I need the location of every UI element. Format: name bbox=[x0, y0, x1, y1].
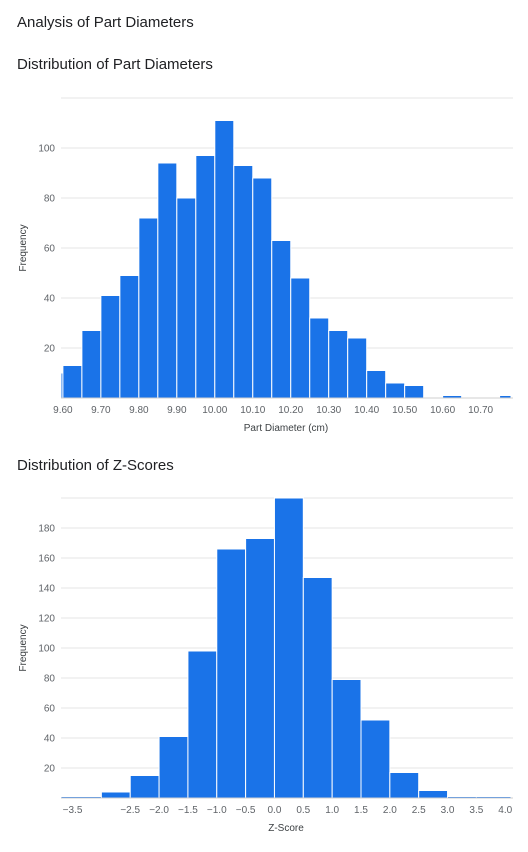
histogram-bar bbox=[366, 370, 387, 399]
histogram-bar bbox=[389, 772, 420, 799]
x-tick-label: 3.0 bbox=[441, 805, 455, 816]
x-tick-label: 10.50 bbox=[392, 405, 417, 416]
x-tick-label: 10.20 bbox=[278, 405, 303, 416]
y-tick-label: 20 bbox=[44, 764, 56, 775]
part-diameter-histogram: 20 40 60 80 100 9.60 9.70 9.80 9.90 10.00 10.10 10.… bbox=[18, 97, 513, 434]
histogram-bar bbox=[195, 155, 216, 399]
y-tick-label: 180 bbox=[38, 524, 55, 535]
histogram-bar bbox=[187, 650, 218, 799]
histogram-bar bbox=[385, 382, 406, 399]
y-tick-label: 60 bbox=[44, 244, 56, 255]
y-tick-label: 100 bbox=[38, 144, 55, 155]
x-tick-label: 1.0 bbox=[325, 805, 339, 816]
x-tick-label: 10.70 bbox=[468, 405, 493, 416]
x-tick-label: 9.90 bbox=[167, 405, 187, 416]
histogram-bar bbox=[273, 497, 304, 799]
y-tick-label: 120 bbox=[38, 614, 55, 625]
x-tick-label: 10.60 bbox=[430, 405, 455, 416]
histogram-bar bbox=[138, 217, 159, 399]
histogram-bar bbox=[290, 277, 311, 399]
histogram-bar bbox=[302, 577, 333, 799]
x-tick-label: 9.60 bbox=[53, 405, 73, 416]
histogram-bar bbox=[404, 385, 425, 399]
histogram-bar bbox=[176, 197, 197, 399]
chart-title-z-scores: Distribution of Z-Scores bbox=[17, 457, 174, 474]
x-tick-label: −0.5 bbox=[236, 805, 256, 816]
x-tick-label: 3.5 bbox=[469, 805, 483, 816]
x-tick-label: 2.5 bbox=[412, 805, 426, 816]
x-tick-label: −2.0 bbox=[149, 805, 169, 816]
x-tick-label: −1.0 bbox=[207, 805, 227, 816]
x-axis-label: Z-Score bbox=[268, 823, 304, 834]
histogram-bar bbox=[81, 330, 102, 399]
x-tick-label: −3.5 bbox=[63, 805, 83, 816]
histogram-bar bbox=[62, 365, 83, 399]
histogram-bar bbox=[245, 538, 275, 799]
histogram-bar bbox=[233, 165, 254, 399]
x-tick-label: 4.0 bbox=[498, 805, 512, 816]
x-tick-label: −1.5 bbox=[178, 805, 198, 816]
histogram-bar bbox=[328, 330, 349, 399]
histogram-bar bbox=[309, 317, 330, 399]
y-tick-label: 80 bbox=[44, 674, 56, 685]
histogram-bar bbox=[331, 679, 362, 799]
histogram-bar bbox=[157, 162, 178, 399]
histogram-bar bbox=[100, 295, 121, 399]
x-tick-label: 2.0 bbox=[383, 805, 397, 816]
histogram-bar bbox=[100, 791, 131, 799]
page-title: Analysis of Part Diameters bbox=[17, 14, 194, 31]
histogram-bar bbox=[252, 177, 273, 399]
y-axis-label: Frequency bbox=[18, 224, 29, 271]
y-tick-label: 40 bbox=[44, 294, 56, 305]
x-tick-label: 9.70 bbox=[91, 405, 111, 416]
histogram-bar bbox=[119, 275, 140, 399]
histogram-bar bbox=[214, 120, 235, 399]
histogram-bar bbox=[271, 240, 292, 399]
y-tick-label: 100 bbox=[38, 644, 55, 655]
x-tick-label: 10.10 bbox=[240, 405, 265, 416]
y-axis-label: Frequency bbox=[18, 624, 29, 671]
histogram-bar bbox=[360, 719, 391, 799]
x-tick-label: 0.0 bbox=[268, 805, 282, 816]
chart-title-part-diameters: Distribution of Part Diameters bbox=[17, 56, 213, 73]
y-tick-label: 40 bbox=[44, 734, 56, 745]
y-tick-label: 20 bbox=[44, 344, 56, 355]
y-tick-label: 80 bbox=[44, 194, 56, 205]
x-tick-label: 1.5 bbox=[354, 805, 368, 816]
histogram-bar bbox=[158, 736, 189, 799]
x-tick-label: −2.5 bbox=[120, 805, 140, 816]
x-tick-label: 10.30 bbox=[316, 405, 341, 416]
histogram-bar bbox=[129, 775, 160, 799]
y-tick-label: 160 bbox=[38, 554, 55, 565]
x-tick-label: 10.00 bbox=[202, 405, 227, 416]
x-tick-label: 10.40 bbox=[354, 405, 379, 416]
x-tick-label: 0.5 bbox=[296, 805, 310, 816]
histogram-bar bbox=[418, 790, 449, 799]
x-tick-label: 9.80 bbox=[129, 405, 149, 416]
x-axis-label: Part Diameter (cm) bbox=[244, 423, 328, 434]
y-tick-label: 140 bbox=[38, 584, 55, 595]
histogram-bar bbox=[216, 548, 247, 799]
y-tick-label: 60 bbox=[44, 704, 56, 715]
histogram-bar bbox=[347, 337, 368, 399]
